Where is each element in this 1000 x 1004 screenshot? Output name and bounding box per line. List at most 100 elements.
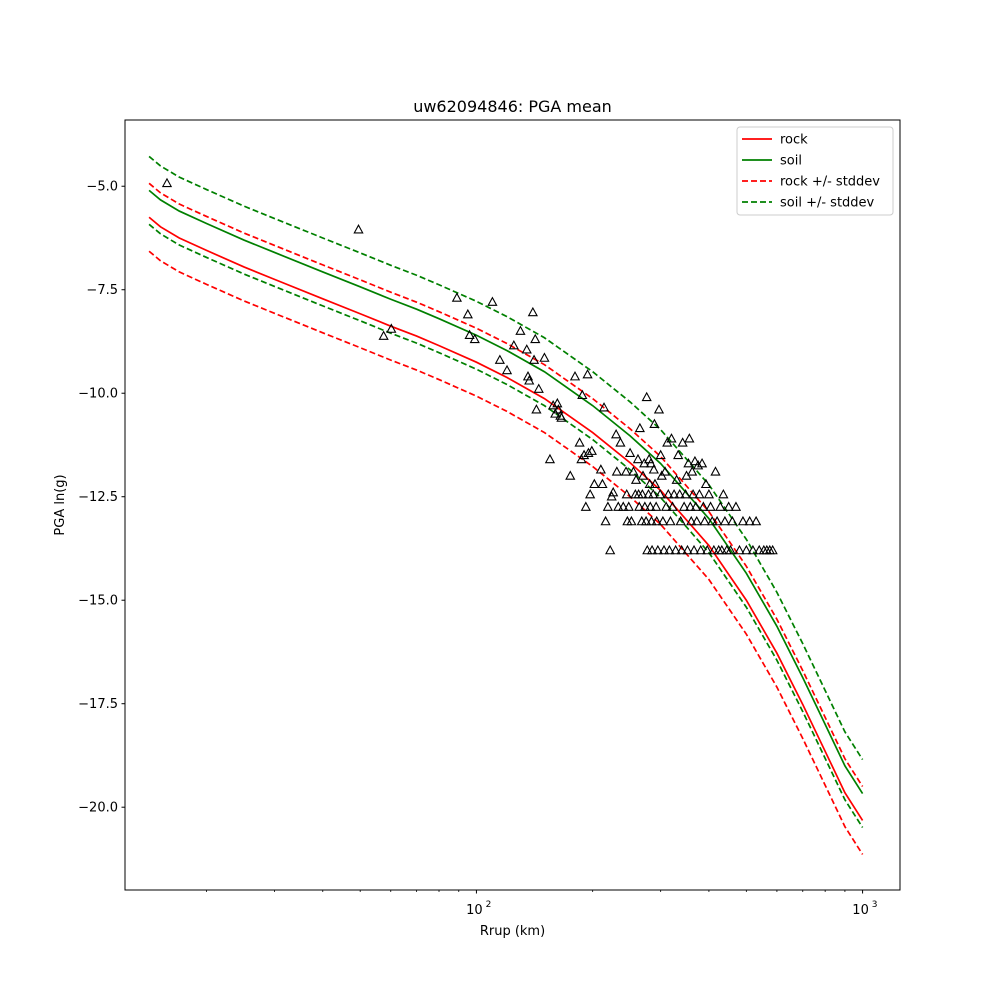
observation-point [715, 501, 726, 511]
observation-point [696, 457, 708, 468]
observation-point [702, 544, 713, 555]
observation-point [698, 501, 709, 511]
observation-point [645, 501, 656, 511]
observation-point [600, 515, 611, 526]
series-line-1 [148, 189, 864, 794]
observation-point [710, 466, 721, 476]
observation-point [687, 489, 699, 499]
legend-label: rock [780, 133, 808, 148]
observation-point [671, 474, 682, 484]
observation-point [694, 489, 705, 499]
observation-point [688, 544, 700, 555]
y-tick-label: −20.0 [78, 801, 118, 816]
x-tick-label: 10 [852, 903, 869, 918]
observation-point [620, 466, 632, 476]
observation-point [556, 412, 567, 422]
observation-point [655, 449, 666, 460]
observation-point [741, 544, 752, 555]
observation-point [508, 339, 519, 350]
observation-point [653, 404, 665, 414]
observation-point [624, 447, 636, 458]
chart-title: uw62094846: PGA mean [413, 97, 612, 116]
observation-point [703, 489, 715, 499]
observation-point [451, 292, 463, 302]
observation-point [723, 501, 734, 511]
observation-point [654, 489, 666, 499]
observation-point [674, 489, 685, 499]
observation-point [602, 501, 614, 511]
observation-point [663, 489, 674, 499]
observation-point [666, 433, 677, 443]
observation-point [582, 368, 593, 379]
observation-point [548, 400, 559, 410]
observation-point [462, 308, 473, 319]
observation-point [644, 478, 655, 489]
observation-point [586, 445, 597, 455]
observation-point [687, 466, 698, 476]
y-tick-label: −12.5 [78, 490, 118, 505]
observation-point [750, 515, 762, 526]
observation-point [598, 402, 610, 412]
observation-point [589, 478, 600, 489]
x-tick-exponent: 2 [486, 900, 492, 910]
observation-point [658, 544, 670, 555]
observation-point [651, 515, 662, 526]
observation-point [565, 470, 576, 480]
observation-point [641, 391, 652, 402]
observation-point [623, 501, 634, 511]
observation-point [659, 466, 671, 476]
axis-ticks: −5.0−7.5−10.0−12.5−15.0−17.5−20.010 2 10 3 [78, 180, 877, 918]
observation-point [639, 501, 650, 511]
y-tick-label: −10.0 [78, 387, 118, 402]
observation-point [608, 486, 619, 497]
y-tick-label: −17.5 [78, 697, 118, 712]
observation-point [646, 544, 658, 555]
observation-point [597, 478, 608, 489]
observation-point [634, 501, 645, 511]
observation-point [689, 455, 701, 466]
observation-point [711, 515, 723, 526]
observation-point [727, 515, 738, 526]
observation-point [528, 354, 540, 364]
observation-point [161, 177, 173, 188]
observation-point [527, 306, 538, 317]
observation-point [673, 449, 684, 460]
legend: rock soil rock +/- stddev soil +/- stddev [736, 126, 894, 216]
observation-point [580, 501, 591, 511]
observation-point [615, 437, 626, 447]
series-line-4 [148, 155, 864, 761]
y-tick-label: −5.0 [86, 180, 118, 195]
observation-point [767, 544, 778, 555]
observation-point [645, 457, 657, 468]
x-tick-label: 10 [466, 903, 483, 918]
observation-point [716, 544, 727, 555]
observation-point [637, 489, 648, 499]
observation-point [744, 515, 755, 526]
observation-point [595, 464, 606, 474]
series-line-2 [148, 182, 864, 787]
observation-point [675, 515, 686, 526]
observation-point [692, 460, 704, 470]
observation-point [691, 515, 702, 526]
observation-point [585, 489, 596, 499]
observation-point [574, 437, 585, 447]
observation-point [684, 433, 695, 443]
observation-point [719, 515, 731, 526]
observation-point [628, 466, 639, 476]
observation-point [569, 371, 581, 381]
observation-point [725, 544, 736, 555]
observation-point [487, 296, 498, 306]
observation-point [494, 354, 505, 364]
observation-point [699, 515, 710, 526]
observation-point [544, 453, 556, 464]
observation-point [613, 501, 624, 511]
x-tick-exponent: 3 [872, 900, 878, 910]
observation-point [640, 515, 652, 526]
observation-point [530, 333, 541, 344]
observation-point [686, 515, 697, 526]
observation-point [386, 323, 397, 333]
observation-point [683, 457, 694, 468]
observation-point [646, 515, 657, 526]
